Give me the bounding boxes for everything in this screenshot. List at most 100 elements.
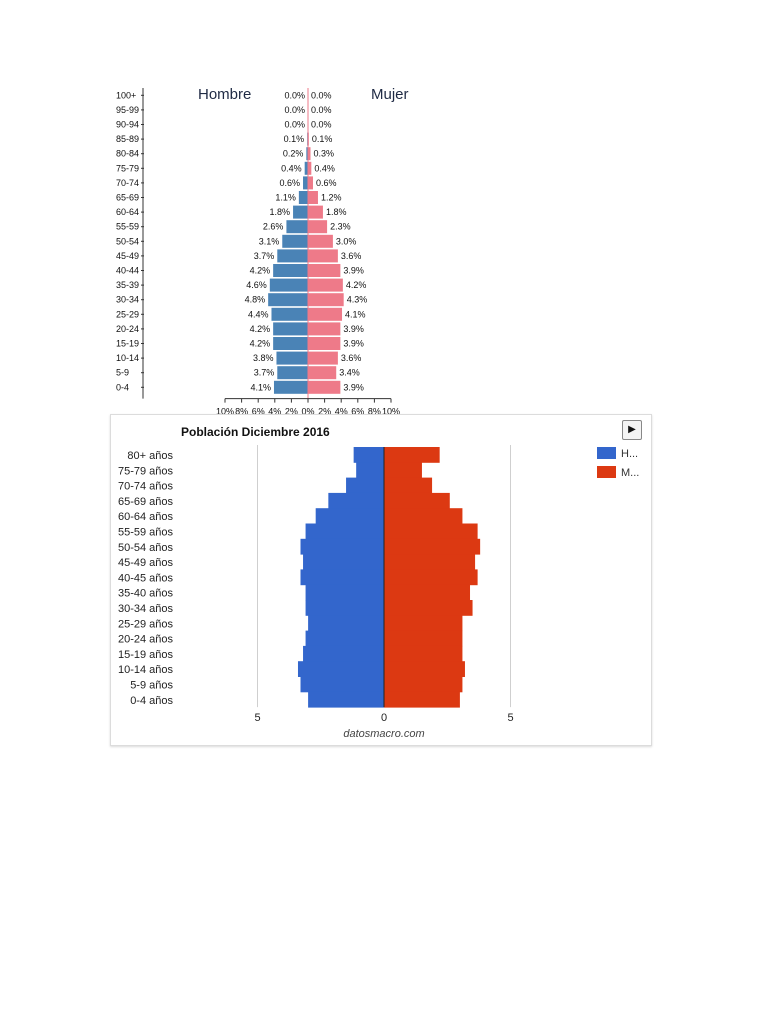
data-label-hombre: 0.4% (281, 163, 302, 173)
bar-mujer (308, 278, 343, 292)
data-label-mujer: 0.4% (314, 163, 335, 173)
bar-hombre (328, 492, 384, 509)
data-label-mujer: 2.3% (330, 222, 351, 232)
bar-mujer (384, 523, 478, 540)
bar-hombre (297, 661, 384, 677)
bar-hombre (282, 234, 308, 248)
data-label-hombre: 1.8% (270, 207, 291, 217)
data-label-hombre: 3.1% (259, 236, 280, 246)
data-label-hombre: 0.0% (284, 120, 305, 130)
pyramid-chart-2-panel: Población Diciembre 2016 80+ años 75-79 añ… (110, 414, 652, 746)
bar-mujer (308, 293, 344, 307)
bar-mujer (384, 569, 478, 586)
x-tick-label: 10% (382, 407, 400, 415)
data-label-hombre: 0.1% (284, 134, 305, 144)
age-tick-label: 25-29 años (118, 618, 174, 630)
age-tick-label: 25-29 (116, 309, 139, 319)
age-tick-label: 100+ (116, 90, 136, 100)
data-label-mujer: 3.6% (341, 353, 362, 363)
legend-label-hombre: H... (621, 448, 638, 460)
data-label-hombre: 4.1% (250, 382, 271, 392)
x-tick-label: 6% (351, 407, 364, 415)
age-tick-label: 80+ años (127, 450, 173, 462)
bar-hombre (276, 351, 308, 365)
bar-hombre (303, 176, 308, 190)
bar-mujer (384, 615, 463, 632)
age-tick-label: 50-54 años (118, 542, 174, 554)
age-tick-label: 45-49 años (118, 557, 174, 569)
bar-mujer (308, 380, 341, 394)
age-tick-label: 35-39 (116, 280, 139, 290)
x-tick-label: 2% (318, 407, 331, 415)
age-tick-label: 40-45 años (118, 572, 174, 584)
bar-mujer (384, 600, 473, 616)
data-label-mujer: 3.9% (343, 382, 364, 392)
bar-mujer (384, 492, 450, 509)
bar-hombre (305, 584, 384, 601)
bar-mujer (308, 234, 333, 248)
data-label-hombre: 4.8% (245, 295, 266, 305)
age-tick-label: 90-94 (116, 120, 139, 130)
age-tick-label: 20-24 años (118, 634, 174, 646)
bar-hombre (298, 191, 308, 204)
pyramid-chart-2: Población Diciembre 2016 80+ años 75-79 añ… (118, 425, 639, 740)
data-label-hombre: 3.7% (254, 251, 275, 261)
data-label-hombre: 4.2% (250, 324, 271, 334)
bar-mujer (384, 645, 463, 662)
bar-hombre (293, 205, 308, 219)
bar-mujer (308, 337, 341, 350)
data-label-hombre: 0.2% (283, 149, 304, 159)
legend-swatch-mujer (597, 466, 616, 478)
x-tick-label: 0% (301, 407, 314, 415)
bar-mujer (384, 462, 422, 479)
age-tick-label: 20-24 (116, 324, 139, 334)
play-icon[interactable]: ▶ (622, 420, 642, 440)
age-tick-label: 70-74 (116, 178, 139, 188)
x-tick-label: 5 (254, 712, 260, 724)
age-tick-label: 75-79 (116, 163, 139, 173)
data-label-hombre: 3.7% (254, 368, 275, 378)
bar-hombre (269, 278, 308, 292)
data-label-hombre: 4.4% (248, 309, 269, 319)
data-label-mujer: 3.6% (341, 251, 362, 261)
age-tick-label: 5-9 (116, 368, 129, 378)
data-label-hombre: 4.2% (250, 339, 271, 349)
bar-mujer (384, 508, 463, 524)
bar-hombre (268, 293, 308, 307)
data-label-mujer: 0.3% (313, 149, 334, 159)
data-label-hombre: 4.6% (246, 280, 267, 290)
age-tick-label: 65-69 años (118, 496, 174, 508)
age-tick-label: 65-69 (116, 193, 139, 203)
bar-mujer (308, 220, 328, 234)
data-label-hombre: 0.0% (284, 90, 305, 100)
data-label-mujer: 3.9% (343, 266, 364, 276)
bar-hombre (305, 600, 384, 616)
x-tick-label: 2% (285, 407, 298, 415)
age-tick-label: 5-9 años (130, 680, 173, 692)
series-label-mujer: Mujer (371, 86, 409, 103)
bar-mujer (384, 691, 460, 708)
bar-mujer (384, 447, 440, 463)
bar-hombre (315, 508, 384, 524)
bar-hombre (305, 630, 384, 647)
data-label-hombre: 2.6% (263, 222, 284, 232)
data-label-mujer: 3.9% (343, 339, 364, 349)
x-tick-label: 10% (216, 407, 234, 415)
bar-hombre (300, 676, 384, 693)
age-tick-label: 15-19 (116, 339, 139, 349)
bar-hombre (273, 264, 308, 277)
data-label-mujer: 1.2% (321, 193, 342, 203)
age-tick-label: 55-59 (116, 222, 139, 232)
bar-hombre (308, 691, 384, 708)
bar-mujer (308, 147, 311, 161)
age-tick-label: 55-59 años (118, 527, 174, 539)
data-label-mujer: 1.8% (326, 207, 347, 217)
pyramid-chart-1: Hombre Mujer 100+ 0.0% 0.0% 95-99 0.0% 0.0% 90-9… (116, 86, 409, 415)
x-tick-label: 8% (235, 407, 248, 415)
bar-hombre (346, 477, 384, 494)
age-tick-label: 45-49 (116, 251, 139, 261)
data-label-hombre: 0.6% (280, 178, 301, 188)
data-label-mujer: 0.0% (311, 120, 332, 130)
age-tick-label: 10-14 años (118, 664, 174, 676)
age-tick-label: 30-34 años (118, 603, 174, 615)
